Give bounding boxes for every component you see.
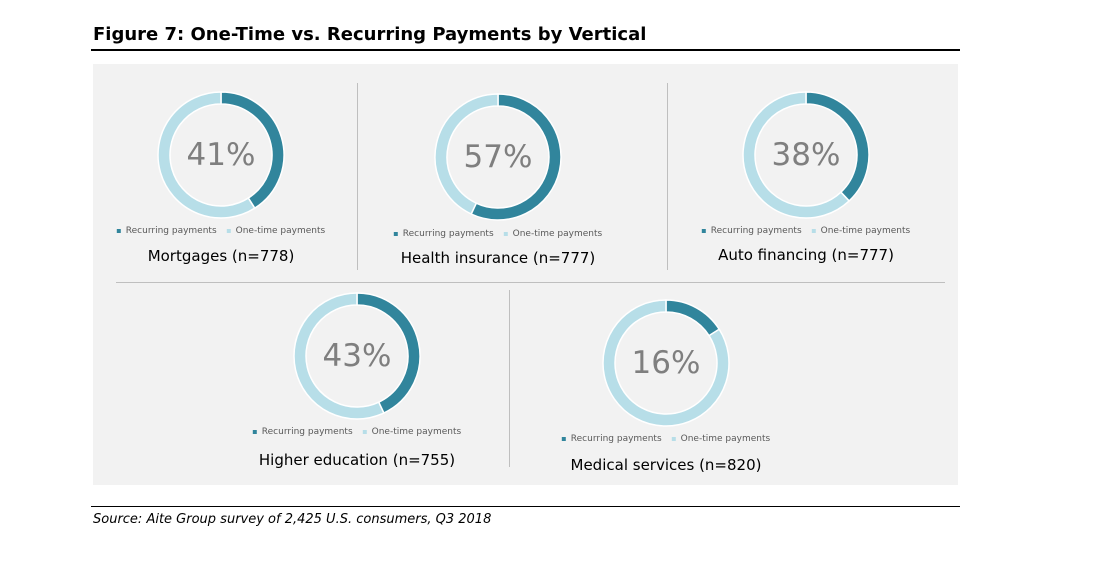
caption-mortgages: Mortgages (n=778) xyxy=(147,247,295,265)
legend-medical-services: Recurring payments One-time payments xyxy=(561,434,771,444)
donut-svg-medical-services: 16% xyxy=(602,299,730,427)
donut-svg-higher-education: 43% xyxy=(293,292,421,420)
source-rule xyxy=(91,506,960,507)
divider-vertical-2 xyxy=(667,83,668,270)
divider-horizontal xyxy=(116,282,945,283)
donut-medical-services: 16% xyxy=(596,293,736,433)
donut-svg-auto-financing: 38% xyxy=(742,91,870,219)
caption-higher-education: Higher education (n=755) xyxy=(258,451,456,469)
donut-mortgages: 41% xyxy=(151,85,291,225)
slice-one-time-payments xyxy=(742,91,851,219)
legend-label-one-time-payments: One-time payments xyxy=(820,226,911,236)
legend-swatch-recurring-payments xyxy=(393,232,398,236)
legend-label-recurring-payments: Recurring payments xyxy=(570,434,662,444)
legend-label-recurring-payments: Recurring payments xyxy=(402,229,494,239)
legend-higher-education: Recurring payments One-time payments xyxy=(252,427,462,437)
legend-swatch-recurring-payments xyxy=(561,437,566,441)
legend-label-recurring-payments: Recurring payments xyxy=(261,427,353,437)
legend-swatch-recurring-payments xyxy=(701,229,706,233)
divider-vertical-3 xyxy=(509,290,510,467)
divider-vertical-1 xyxy=(357,83,358,270)
legend-mortgages: Recurring payments One-time payments xyxy=(116,226,326,236)
source-note: Source: Aite Group survey of 2,425 U.S. … xyxy=(93,512,492,527)
caption-health-insurance: Health insurance (n=777) xyxy=(400,249,596,267)
donut-svg-health-insurance: 57% xyxy=(434,93,562,221)
legend-label-one-time-payments: One-time payments xyxy=(371,427,462,437)
center-label: 41% xyxy=(187,137,256,173)
caption-auto-financing: Auto financing (n=777) xyxy=(718,246,894,264)
caption-medical-services: Medical services (n=820) xyxy=(570,456,762,474)
legend-auto-financing: Recurring payments One-time payments xyxy=(701,226,911,236)
legend-swatch-one-time-payments xyxy=(226,229,231,233)
center-label: 16% xyxy=(632,345,701,381)
legend-swatch-one-time-payments xyxy=(503,232,508,236)
chart-panel xyxy=(93,64,958,485)
legend-swatch-one-time-payments xyxy=(362,430,367,434)
donut-auto-financing: 38% xyxy=(736,85,876,225)
slice-one-time-payments xyxy=(434,93,499,216)
donut-svg-mortgages: 41% xyxy=(157,91,285,219)
legend-swatch-one-time-payments xyxy=(811,229,816,233)
slice-one-time-payments xyxy=(293,292,385,420)
legend-label-recurring-payments: Recurring payments xyxy=(710,226,802,236)
figure-title: Figure 7: One-Time vs. Recurring Payment… xyxy=(93,24,647,45)
legend-health-insurance: Recurring payments One-time payments xyxy=(393,229,603,239)
legend-label-one-time-payments: One-time payments xyxy=(235,226,326,236)
legend-swatch-one-time-payments xyxy=(671,437,676,441)
legend-label-one-time-payments: One-time payments xyxy=(512,229,603,239)
slice-one-time-payments xyxy=(157,91,256,219)
legend-label-recurring-payments: Recurring payments xyxy=(125,226,217,236)
slice-one-time-payments xyxy=(602,299,730,427)
center-label: 38% xyxy=(772,137,841,173)
legend-swatch-recurring-payments xyxy=(252,430,257,434)
title-rule xyxy=(91,49,960,51)
donut-higher-education: 43% xyxy=(287,286,427,426)
slice-recurring-payments xyxy=(665,299,721,337)
donut-health-insurance: 57% xyxy=(428,87,568,227)
legend-swatch-recurring-payments xyxy=(116,229,121,233)
center-label: 57% xyxy=(464,139,533,175)
center-label: 43% xyxy=(323,338,392,374)
legend-label-one-time-payments: One-time payments xyxy=(680,434,771,444)
